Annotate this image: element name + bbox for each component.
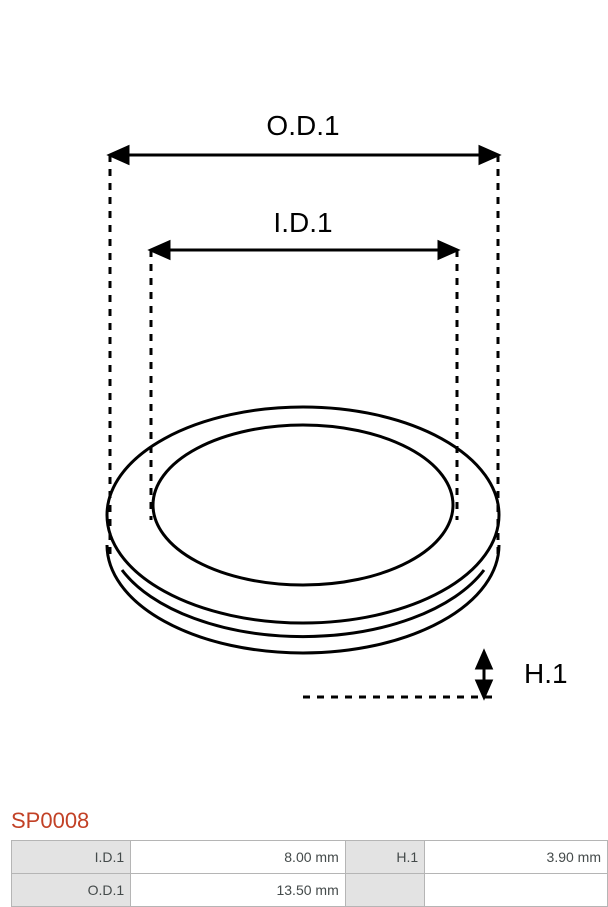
id1-label: I.D.1: [273, 207, 332, 238]
part-number-title: SP0008: [11, 808, 89, 834]
table-row: I.D.1 8.00 mm H.1 3.90 mm: [12, 841, 608, 874]
id1-dimension: [151, 242, 457, 520]
spec-label: [345, 874, 424, 907]
h1-label: H.1: [524, 658, 568, 689]
spec-label: O.D.1: [12, 874, 131, 907]
dimension-diagram: O.D.1 I.D.1: [0, 0, 608, 800]
spec-label: I.D.1: [12, 841, 131, 874]
spec-value: 8.00 mm: [131, 841, 346, 874]
spec-value: 3.90 mm: [425, 841, 608, 874]
od1-label: O.D.1: [266, 110, 339, 141]
spec-value: [425, 874, 608, 907]
ring-body: [107, 407, 499, 653]
spec-value: 13.50 mm: [131, 874, 346, 907]
table-row: O.D.1 13.50 mm: [12, 874, 608, 907]
spec-table: I.D.1 8.00 mm H.1 3.90 mm O.D.1 13.50 mm: [11, 840, 608, 907]
spec-label: H.1: [345, 841, 424, 874]
h1-dimension: [303, 652, 498, 697]
